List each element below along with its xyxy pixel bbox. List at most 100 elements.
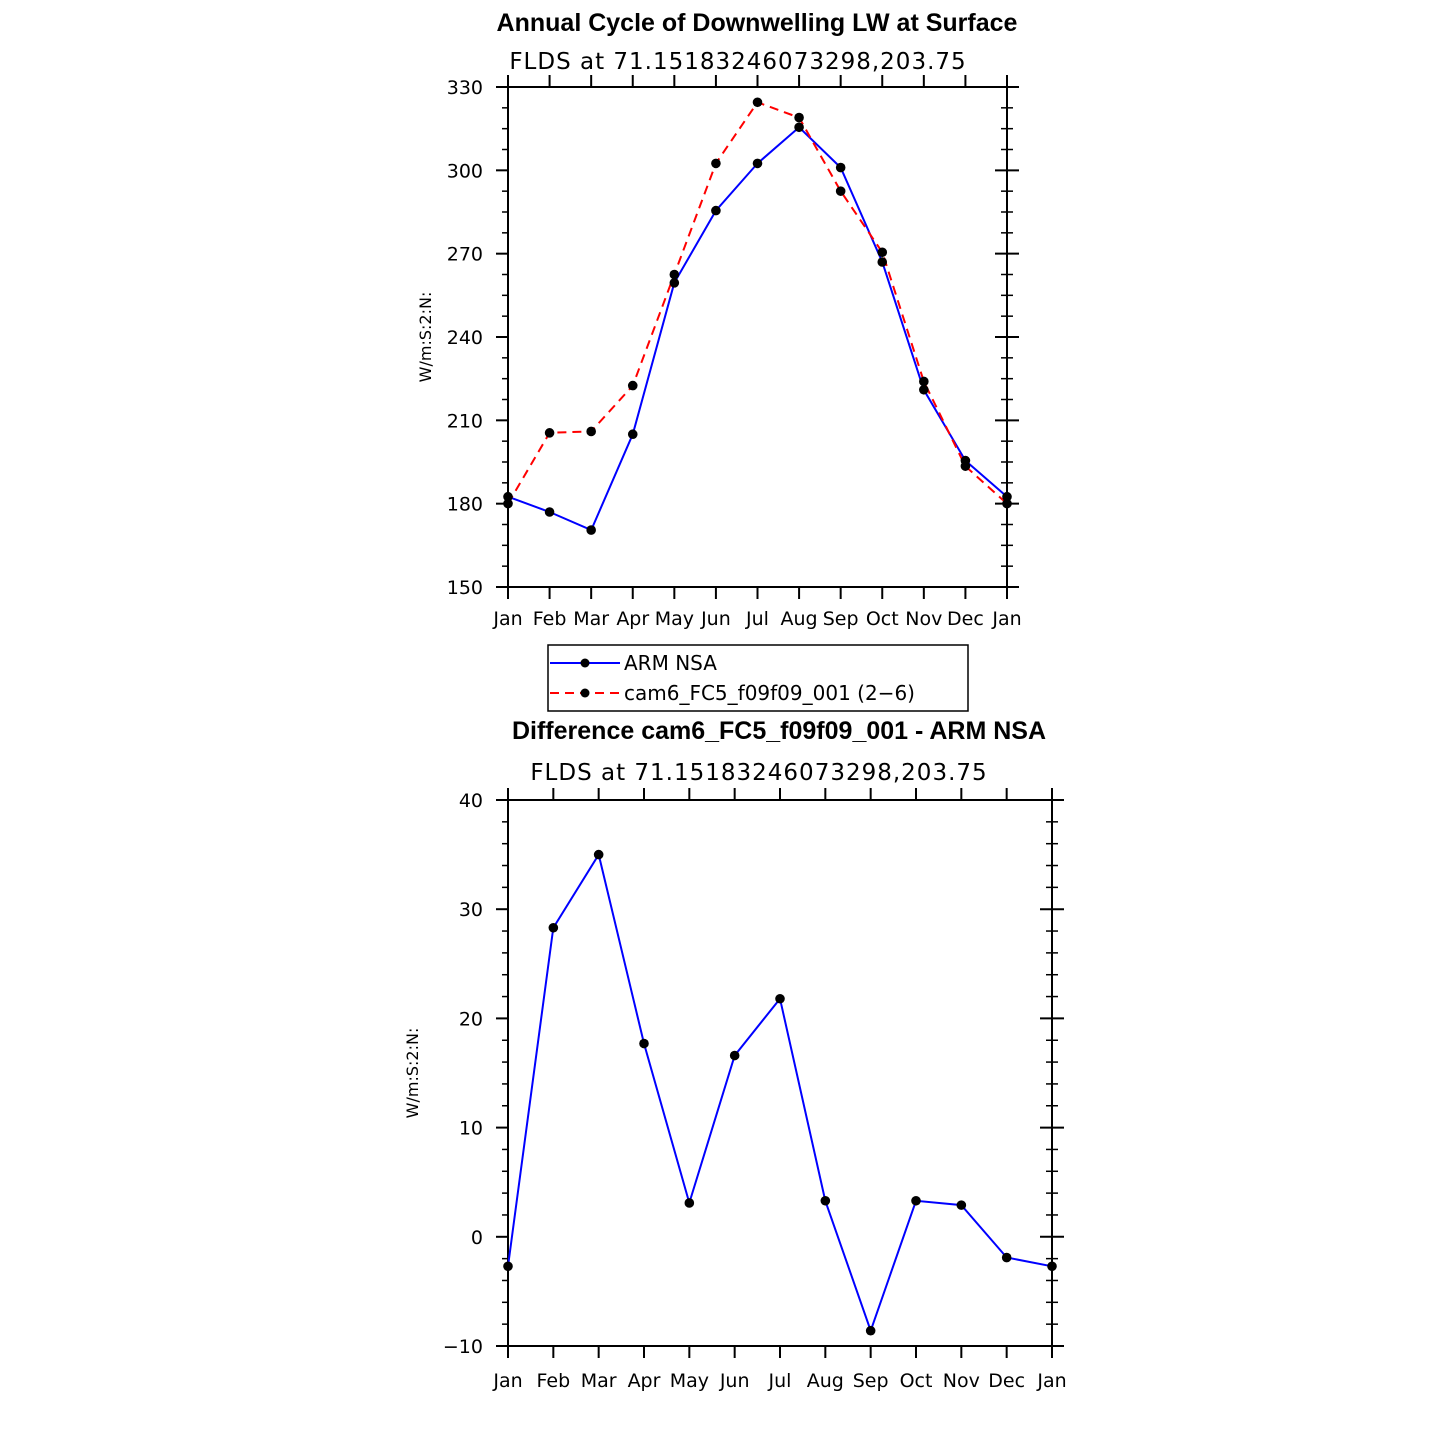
x-tick-label: May bbox=[655, 608, 694, 630]
x-tick-labels: Jan Feb Mar Apr May Jun Jul Aug Sep Oct Nov Dec Jan bbox=[492, 1370, 1066, 1392]
y-tick-label: 30 bbox=[459, 899, 483, 921]
series-group bbox=[503, 849, 1057, 1336]
annual-cycle-chart: Annual Cycle of Downwelling LW at Surfac… bbox=[416, 9, 1022, 630]
x-tick-label: Aug bbox=[781, 608, 818, 630]
data-point bbox=[794, 112, 804, 123]
data-point bbox=[669, 278, 680, 288]
data-point bbox=[911, 1195, 921, 1206]
x-tick-label: Jan bbox=[492, 608, 522, 630]
data-point bbox=[684, 1198, 695, 1208]
x-tick-label: Jan bbox=[492, 1370, 522, 1392]
x-tick-label: Jul bbox=[768, 1370, 792, 1392]
chart-subtitle: FLDS at 71.15183246073298,203.75 bbox=[530, 760, 987, 786]
legend-marker-arm-nsa bbox=[580, 658, 590, 668]
legend-label-arm-nsa: ARM NSA bbox=[624, 651, 717, 675]
data-point bbox=[544, 428, 555, 438]
y-tick-label: 0 bbox=[471, 1227, 483, 1249]
y-tick-label: 210 bbox=[447, 410, 483, 432]
x-tick-label: Oct bbox=[900, 1370, 933, 1392]
data-point bbox=[1001, 1252, 1012, 1263]
y-tick-label: 20 bbox=[459, 1008, 483, 1030]
difference-chart: Difference cam6_FC5_f09f09_001 - ARM NSA… bbox=[403, 717, 1067, 1392]
y-tick-label: 270 bbox=[447, 244, 483, 266]
data-point bbox=[639, 1038, 649, 1049]
y-tick-label: 10 bbox=[459, 1118, 483, 1140]
x-tick-label: Jun bbox=[700, 608, 731, 630]
legend-marker-cam6 bbox=[580, 688, 590, 698]
x-tick-label: Dec bbox=[988, 1370, 1025, 1392]
data-point bbox=[752, 158, 763, 169]
y-tick-label: 330 bbox=[447, 77, 483, 99]
data-point bbox=[627, 380, 638, 391]
data-point bbox=[865, 1325, 876, 1336]
y-tick-label: 240 bbox=[447, 327, 483, 349]
data-point bbox=[669, 269, 680, 280]
data-point bbox=[593, 849, 604, 860]
data-point bbox=[503, 498, 513, 509]
data-point bbox=[835, 162, 846, 173]
y-tick-labels: 150 180 210 240 270 300 330 bbox=[447, 77, 483, 599]
x-tick-label: Nov bbox=[905, 608, 942, 630]
data-point bbox=[877, 247, 888, 258]
data-point bbox=[775, 993, 785, 1004]
y-tick-label: 40 bbox=[459, 790, 483, 812]
x-tick-label: May bbox=[670, 1370, 709, 1392]
plot-axes bbox=[496, 75, 1019, 599]
data-point bbox=[1002, 491, 1012, 502]
data-point bbox=[586, 525, 596, 535]
series-line-0 bbox=[507, 852, 1053, 1334]
data-point bbox=[586, 426, 596, 437]
data-point bbox=[544, 507, 555, 517]
plot-frame bbox=[507, 799, 1053, 1347]
data-point bbox=[820, 1195, 831, 1206]
data-point bbox=[919, 376, 929, 387]
x-tick-label: Sep bbox=[853, 1370, 889, 1392]
chart-subtitle: FLDS at 71.15183246073298,203.75 bbox=[509, 49, 966, 75]
y-axis-label: W/m:S:2:N: bbox=[416, 292, 435, 383]
y-axis-label: W/m:S:2:N: bbox=[403, 1028, 422, 1119]
series-line-0 bbox=[507, 125, 1008, 532]
x-tick-label: Nov bbox=[943, 1370, 980, 1392]
chart-title: Difference cam6_FC5_f09f09_001 - ARM NSA bbox=[512, 717, 1046, 745]
chart-title: Annual Cycle of Downwelling LW at Surfac… bbox=[497, 9, 1018, 37]
y-tick-label: 180 bbox=[447, 494, 483, 516]
x-tick-label: Oct bbox=[866, 608, 899, 630]
data-point bbox=[503, 1261, 513, 1272]
legend: ARM NSA cam6_FC5_f09f09_001 (2−6) bbox=[547, 644, 969, 712]
series-group bbox=[503, 97, 1012, 535]
legend-box bbox=[547, 644, 969, 712]
data-point bbox=[548, 922, 559, 933]
x-tick-label: Feb bbox=[533, 608, 567, 630]
x-tick-label: Jul bbox=[745, 608, 769, 630]
data-point bbox=[960, 461, 971, 471]
x-tick-label: Mar bbox=[581, 1370, 617, 1392]
x-tick-label: Aug bbox=[807, 1370, 844, 1392]
x-tick-labels: Jan Feb Mar Apr May Jun Jul Aug Sep Oct Nov Dec Jan bbox=[492, 608, 1021, 630]
y-tick-label: 300 bbox=[447, 160, 483, 182]
x-tick-label: Jan bbox=[991, 608, 1021, 630]
x-tick-label: Mar bbox=[573, 608, 609, 630]
x-tick-label: Feb bbox=[537, 1370, 571, 1392]
legend-label-cam6: cam6_FC5_f09f09_001 (2−6) bbox=[624, 681, 915, 705]
x-tick-label: Apr bbox=[628, 1370, 661, 1392]
data-point bbox=[1002, 498, 1012, 509]
data-point bbox=[1047, 1261, 1057, 1272]
x-tick-label: Dec bbox=[947, 608, 984, 630]
data-point bbox=[627, 429, 638, 440]
x-tick-label: Jun bbox=[719, 1370, 750, 1392]
data-point bbox=[503, 491, 513, 502]
data-point bbox=[752, 97, 763, 108]
data-point bbox=[919, 384, 929, 395]
y-tick-labels: −10 0 10 20 30 40 bbox=[443, 790, 483, 1358]
x-tick-label: Jan bbox=[1036, 1370, 1066, 1392]
data-point bbox=[711, 205, 721, 216]
data-point bbox=[877, 257, 888, 267]
data-point bbox=[729, 1050, 740, 1061]
x-tick-label: Sep bbox=[823, 608, 859, 630]
y-tick-label: −10 bbox=[443, 1336, 483, 1358]
data-point bbox=[711, 158, 721, 169]
plot-axes bbox=[496, 788, 1064, 1358]
y-tick-label: 150 bbox=[447, 577, 483, 599]
data-point bbox=[794, 122, 804, 133]
